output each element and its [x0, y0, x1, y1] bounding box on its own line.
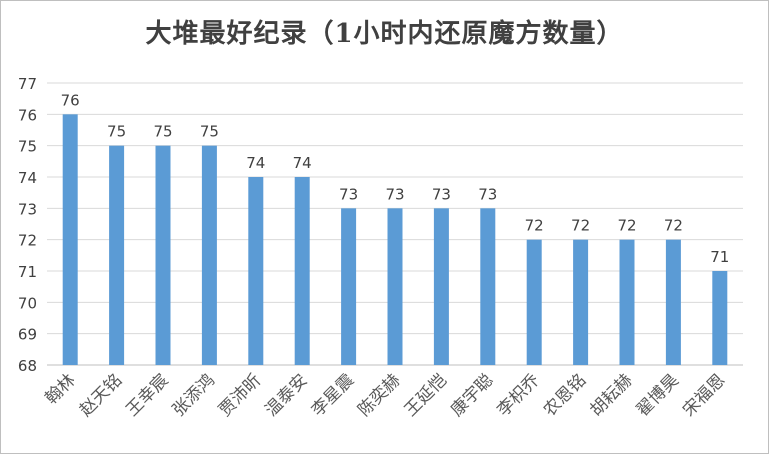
- data-label: 74: [246, 154, 265, 172]
- x-category-label: 农恩铭: [540, 370, 590, 420]
- data-label: 75: [153, 123, 172, 141]
- bar: [294, 177, 310, 365]
- data-label: 73: [432, 185, 451, 203]
- y-tick-label: 73: [18, 200, 37, 218]
- data-label: 76: [61, 91, 80, 109]
- bar: [155, 145, 171, 365]
- y-tick-label: 68: [18, 357, 37, 375]
- data-label: 74: [293, 154, 312, 172]
- bar: [433, 208, 449, 365]
- bar: [341, 208, 357, 365]
- y-tick-label: 70: [18, 294, 37, 312]
- data-label: 75: [107, 123, 126, 141]
- x-category-label: 胡耘赫: [586, 370, 636, 420]
- x-category-label: 温泰安: [262, 370, 312, 420]
- x-category-label: 翟博昊: [633, 370, 683, 420]
- y-tick-label: 77: [18, 75, 37, 93]
- data-label: 72: [617, 217, 636, 235]
- x-category-label: 康宇聪: [447, 370, 497, 420]
- x-category-label: 王延恺: [401, 370, 451, 420]
- y-tick-label: 75: [18, 138, 37, 156]
- data-label: 73: [385, 185, 404, 203]
- bar: [248, 177, 264, 365]
- bar: [480, 208, 496, 365]
- data-label: 71: [710, 248, 729, 266]
- x-category-label: 张添鸿: [169, 370, 219, 420]
- bar: [712, 271, 728, 365]
- chart-title: 大堆最好纪录（1小时内还原魔方数量）: [145, 19, 624, 49]
- bar: [201, 145, 217, 365]
- y-tick-label: 76: [18, 106, 37, 124]
- bar: [526, 239, 542, 365]
- bar: [573, 239, 589, 365]
- data-label: 72: [664, 217, 683, 235]
- x-category-label: 王幸宸: [122, 370, 172, 420]
- x-category-label: 赵天铭: [76, 370, 126, 420]
- y-tick-label: 74: [18, 169, 37, 187]
- data-label: 72: [571, 217, 590, 235]
- x-category-label: 陈奕赫: [354, 370, 404, 420]
- x-category-label: 翰林: [42, 370, 80, 408]
- data-label: 72: [525, 217, 544, 235]
- x-category-label: 李枳乔: [494, 370, 544, 420]
- data-label: 73: [478, 185, 497, 203]
- bar: [387, 208, 403, 365]
- bar: [619, 239, 635, 365]
- bar: [62, 114, 78, 365]
- x-category-label: 李星震: [308, 370, 358, 420]
- x-category-label: 宋福恩: [679, 370, 729, 420]
- x-category-label: 贾沛昕: [215, 370, 265, 420]
- data-label: 73: [339, 185, 358, 203]
- y-tick-label: 69: [18, 326, 37, 344]
- bar: [665, 239, 681, 365]
- data-label: 75: [200, 123, 219, 141]
- bar: [109, 145, 125, 365]
- y-tick-label: 71: [18, 263, 37, 281]
- y-tick-label: 72: [18, 232, 37, 250]
